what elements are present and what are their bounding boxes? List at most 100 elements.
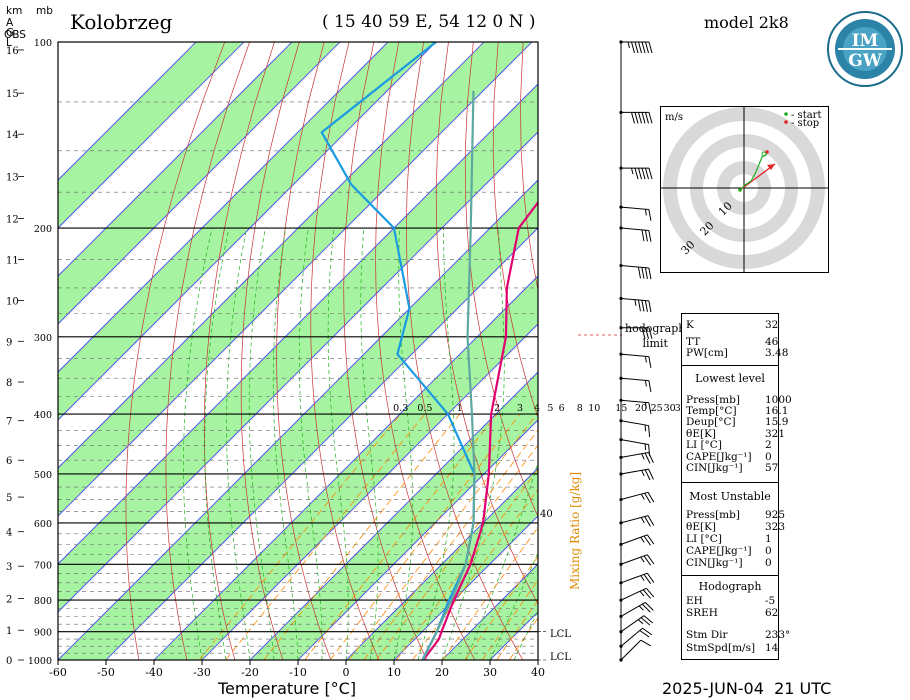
isotherm-band xyxy=(58,84,538,612)
x-tick-label: -20 xyxy=(241,666,259,679)
mixing-ratio-line xyxy=(508,617,538,660)
wind-barb-flag xyxy=(645,41,649,54)
obs-label: OBS xyxy=(4,29,26,41)
wind-barb-half xyxy=(640,575,645,582)
lowest-theta: 321 xyxy=(765,428,786,440)
wind-barb-half xyxy=(644,209,647,216)
isotherm xyxy=(58,131,538,613)
wind-barb-flag xyxy=(638,41,642,54)
model-label: model 2k8 xyxy=(704,13,789,32)
wind-barb-flag xyxy=(634,112,639,124)
moist-adiabat xyxy=(393,228,414,660)
imgw-logo: IM GW xyxy=(826,10,904,88)
dry-adiabat xyxy=(435,42,538,605)
wind-barb-shaft xyxy=(620,377,649,382)
isotherm xyxy=(58,83,538,565)
wind-barb-flag xyxy=(639,630,650,638)
x-tick-label: -40 xyxy=(145,666,163,679)
wind-barb-flag xyxy=(645,327,649,339)
wind-barb-shaft xyxy=(620,515,649,524)
wind-barb-flag xyxy=(641,229,645,242)
x-tick-label: 30 xyxy=(483,666,497,679)
km-tick-label: 2 xyxy=(6,594,12,605)
k-label: K xyxy=(686,319,694,331)
mixing-ratio-label: 1 xyxy=(457,403,463,414)
profiles xyxy=(320,42,538,660)
profile-temperature xyxy=(422,200,538,660)
wind-barb-half xyxy=(640,517,645,524)
grid-lines xyxy=(58,42,538,660)
isotherm xyxy=(249,371,538,660)
moist-adiabat xyxy=(226,227,251,660)
km-tick-label: 3 xyxy=(6,562,12,573)
wind-barb-flag xyxy=(643,615,654,624)
hodo-legend-start: - start xyxy=(791,110,821,121)
mixing-ratio-label: 8 xyxy=(577,403,583,414)
lowest-cin: 57 xyxy=(765,462,779,474)
wind-barb-flag xyxy=(648,41,653,54)
km-tick-label: 12 xyxy=(6,214,19,225)
moist-adiabat xyxy=(489,551,538,660)
wind-barb-flag xyxy=(642,589,651,599)
dry-adiabat xyxy=(464,42,538,518)
wind-barb-flag xyxy=(637,266,641,279)
wind-barb-half xyxy=(641,453,645,460)
mixing-ratio-axis-label: Mixing Ratio [g/kg] xyxy=(568,471,582,590)
wind-barb-shaft xyxy=(620,227,649,231)
lowest-temp: 16.1 xyxy=(765,405,789,417)
p-tick-label: 800 xyxy=(34,596,52,607)
isotherm xyxy=(153,275,538,660)
wind-barb-flag xyxy=(647,492,655,503)
station-coords: ( 15 40 59 E, 54 12 0 N ) xyxy=(322,12,536,32)
moist-adiabat xyxy=(204,227,230,660)
x-tick-label: -10 xyxy=(289,666,307,679)
wind-barb-half xyxy=(644,356,647,363)
p-tick-label: 300 xyxy=(34,333,52,344)
dry-adiabat xyxy=(276,42,332,660)
dry-adiabat xyxy=(240,42,300,660)
p-tick-label: 200 xyxy=(34,224,52,235)
wind-barb-shaft xyxy=(620,639,642,661)
wind-barb-flag xyxy=(641,41,646,54)
wind-barb-flag xyxy=(638,112,642,124)
isotherm xyxy=(58,42,437,421)
wind-barb-half xyxy=(631,168,634,175)
lowest-level-title: Lowest level xyxy=(695,372,765,385)
x-axis-label: Temperature [°C] xyxy=(218,679,357,698)
mixing-ratio-40: 40 xyxy=(540,509,553,520)
isotherm xyxy=(58,42,533,517)
x-tick-label: 0 xyxy=(343,666,350,679)
mixing-ratio-label: 20 xyxy=(635,403,647,414)
km-tick-label: 13 xyxy=(6,172,19,183)
wind-barb-flag xyxy=(648,327,653,339)
km-label: km xyxy=(6,5,23,17)
barb-dot xyxy=(619,226,623,230)
wind-barb-half xyxy=(644,402,647,409)
moist-adiabat xyxy=(327,228,349,660)
wind-barb-flag xyxy=(648,267,652,280)
lowest-li: 2 xyxy=(765,439,772,451)
mu-cin: 0 xyxy=(765,557,772,569)
wind-barb-flag xyxy=(637,299,641,312)
isotherm xyxy=(58,42,485,469)
wind-barb-flag xyxy=(641,300,645,312)
wind-barb-flag xyxy=(638,168,642,180)
wind-barb-flag xyxy=(644,602,654,611)
isotherm xyxy=(58,42,197,181)
wind-barb-half xyxy=(638,605,644,611)
wind-barb-half xyxy=(637,619,644,625)
mixing-ratio-label: 0.3 xyxy=(393,403,408,414)
p-tick-label: 400 xyxy=(34,410,52,421)
hodo-stmspd: 14 xyxy=(765,642,779,654)
wind-barb-flag xyxy=(648,425,651,437)
moist-adiabat xyxy=(298,227,323,660)
mu-theta: 323 xyxy=(765,521,786,533)
wind-barb-flag xyxy=(644,267,648,279)
wind-barb-flag xyxy=(643,555,652,566)
wind-barb-half xyxy=(634,299,637,306)
wind-barb-shaft xyxy=(620,554,648,565)
wind-barb-flag xyxy=(648,380,652,392)
wind-barb-flag xyxy=(648,300,652,313)
wind-barb-shaft xyxy=(620,534,648,545)
km-tick-label: 16 xyxy=(6,46,19,57)
